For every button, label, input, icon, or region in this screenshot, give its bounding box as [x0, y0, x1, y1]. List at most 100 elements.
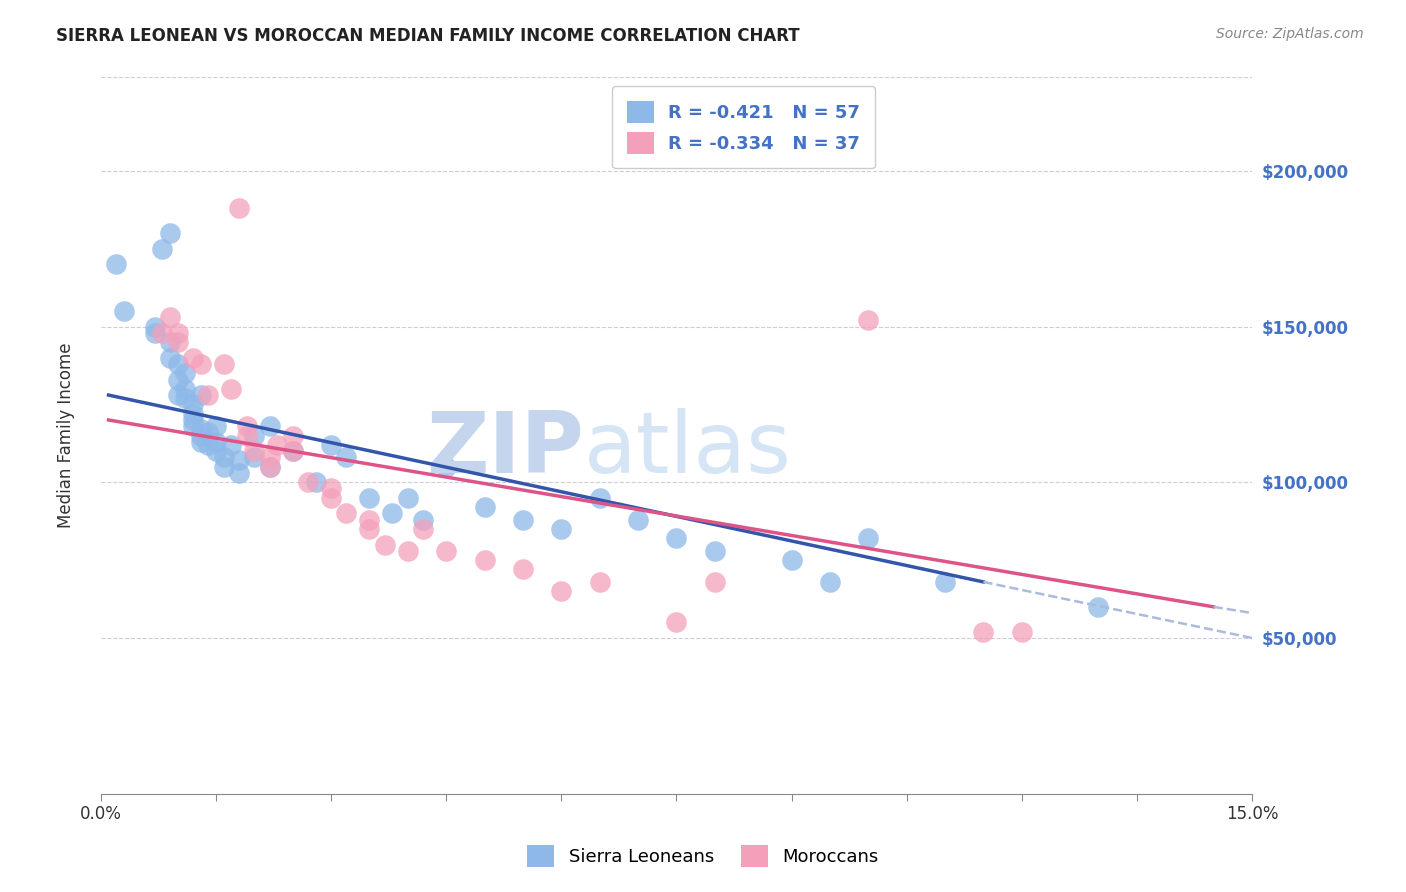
Point [159, 310, 181, 325]
Point [512, 562, 534, 576]
Point [228, 453, 250, 467]
Point [281, 428, 304, 442]
Point [780, 553, 803, 567]
Point [259, 459, 281, 474]
Point [589, 491, 612, 505]
Point [359, 522, 381, 536]
Point [359, 491, 381, 505]
Point [181, 351, 204, 365]
Point [703, 543, 725, 558]
Point [858, 531, 880, 545]
Point [228, 201, 250, 215]
Point [259, 419, 281, 434]
Point [627, 513, 650, 527]
Point [550, 584, 572, 599]
Point [228, 466, 250, 480]
Point [335, 507, 357, 521]
Point [190, 388, 212, 402]
Point [243, 444, 266, 458]
Point [266, 438, 288, 452]
Point [319, 438, 342, 452]
Point [381, 507, 404, 521]
Point [474, 500, 496, 515]
Point [243, 428, 266, 442]
Point [934, 574, 956, 589]
Point [221, 438, 243, 452]
Point [159, 335, 181, 350]
Point [412, 513, 434, 527]
Point [190, 357, 212, 371]
Point [174, 382, 197, 396]
Point [281, 444, 304, 458]
Point [150, 242, 173, 256]
Point [972, 624, 994, 639]
Text: Source: ZipAtlas.com: Source: ZipAtlas.com [1216, 27, 1364, 41]
Point [434, 459, 457, 474]
Point [166, 326, 188, 340]
Point [221, 382, 243, 396]
Point [297, 475, 319, 490]
Point [235, 428, 257, 442]
Point [105, 257, 128, 271]
Y-axis label: Median Family Income: Median Family Income [58, 343, 75, 528]
Point [259, 450, 281, 465]
Point [181, 397, 204, 411]
Point [190, 434, 212, 449]
Point [205, 434, 228, 449]
Point [166, 335, 188, 350]
Text: SIERRA LEONEAN VS MOROCCAN MEDIAN FAMILY INCOME CORRELATION CHART: SIERRA LEONEAN VS MOROCCAN MEDIAN FAMILY… [56, 27, 800, 45]
Point [112, 304, 135, 318]
Point [150, 326, 173, 340]
Point [190, 428, 212, 442]
Point [143, 319, 166, 334]
Point [319, 491, 342, 505]
Point [181, 413, 204, 427]
Point [205, 444, 228, 458]
Point [197, 388, 219, 402]
Point [335, 450, 357, 465]
Point [205, 419, 228, 434]
Point [589, 574, 612, 589]
Point [858, 313, 880, 327]
Text: ZIP: ZIP [426, 409, 585, 491]
Point [359, 513, 381, 527]
Point [181, 407, 204, 421]
Point [1011, 624, 1033, 639]
Point [235, 419, 257, 434]
Point [243, 450, 266, 465]
Point [259, 459, 281, 474]
Point [212, 357, 235, 371]
Point [143, 326, 166, 340]
Point [166, 372, 188, 386]
Point [474, 553, 496, 567]
Point [212, 459, 235, 474]
Point [181, 419, 204, 434]
Point [434, 543, 457, 558]
Point [412, 522, 434, 536]
Point [305, 475, 328, 490]
Point [396, 491, 419, 505]
Text: atlas: atlas [585, 409, 793, 491]
Point [374, 537, 396, 551]
Legend: Sierra Leoneans, Moroccans: Sierra Leoneans, Moroccans [520, 838, 886, 874]
Point [174, 391, 197, 405]
Point [396, 543, 419, 558]
Point [550, 522, 572, 536]
Point [281, 444, 304, 458]
Point [665, 531, 688, 545]
Point [703, 574, 725, 589]
Point [166, 388, 188, 402]
Point [212, 450, 235, 465]
Point [197, 438, 219, 452]
Point [190, 422, 212, 436]
Point [159, 351, 181, 365]
Point [665, 615, 688, 630]
Point [512, 513, 534, 527]
Point [319, 482, 342, 496]
Legend: R = -0.421   N = 57, R = -0.334   N = 37: R = -0.421 N = 57, R = -0.334 N = 37 [612, 87, 875, 169]
Point [166, 357, 188, 371]
Point [197, 425, 219, 440]
Point [174, 366, 197, 380]
Point [818, 574, 841, 589]
Point [159, 226, 181, 240]
